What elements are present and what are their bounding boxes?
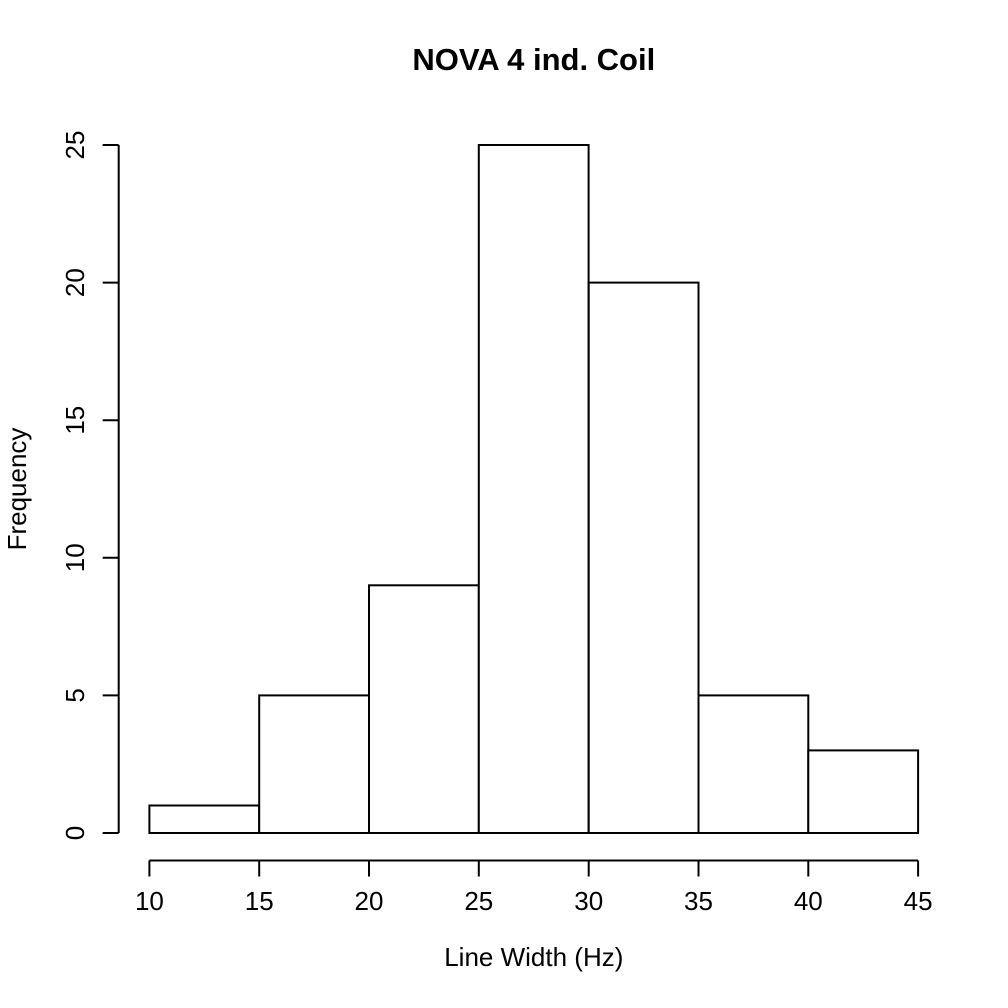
histogram-bar <box>587 281 700 835</box>
bars-group <box>148 144 920 835</box>
histogram-bar <box>368 584 480 834</box>
x-tick-label: 30 <box>574 886 603 916</box>
x-tick-label: 20 <box>355 886 384 916</box>
x-tick-label: 40 <box>794 886 823 916</box>
x-tick-label: 45 <box>904 886 933 916</box>
histogram-bar <box>807 749 920 835</box>
y-tick-label: 25 <box>60 131 90 160</box>
y-tick-label: 15 <box>60 406 90 435</box>
x-tick-label: 15 <box>245 886 274 916</box>
x-axis-label: Line Width (Hz) <box>444 942 623 972</box>
x-tick-label: 10 <box>135 886 164 916</box>
x-tick-label: 25 <box>464 886 493 916</box>
y-tick-label: 20 <box>60 268 90 297</box>
histogram-bar <box>258 694 371 835</box>
histogram-bar <box>477 144 590 834</box>
x-tick-label: 35 <box>684 886 713 916</box>
axes-group: 10 15 20 25 30 35 40 45 0 5 10 15 20 25 <box>60 131 933 916</box>
histogram-bar <box>697 694 810 835</box>
y-axis-label: Frequency <box>2 428 32 551</box>
histogram-bar <box>148 804 261 834</box>
y-tick-label: 0 <box>60 826 90 840</box>
y-tick-label: 5 <box>60 688 90 702</box>
chart-title: NOVA 4 ind. Coil <box>412 42 655 77</box>
y-tick-label: 10 <box>60 543 90 572</box>
